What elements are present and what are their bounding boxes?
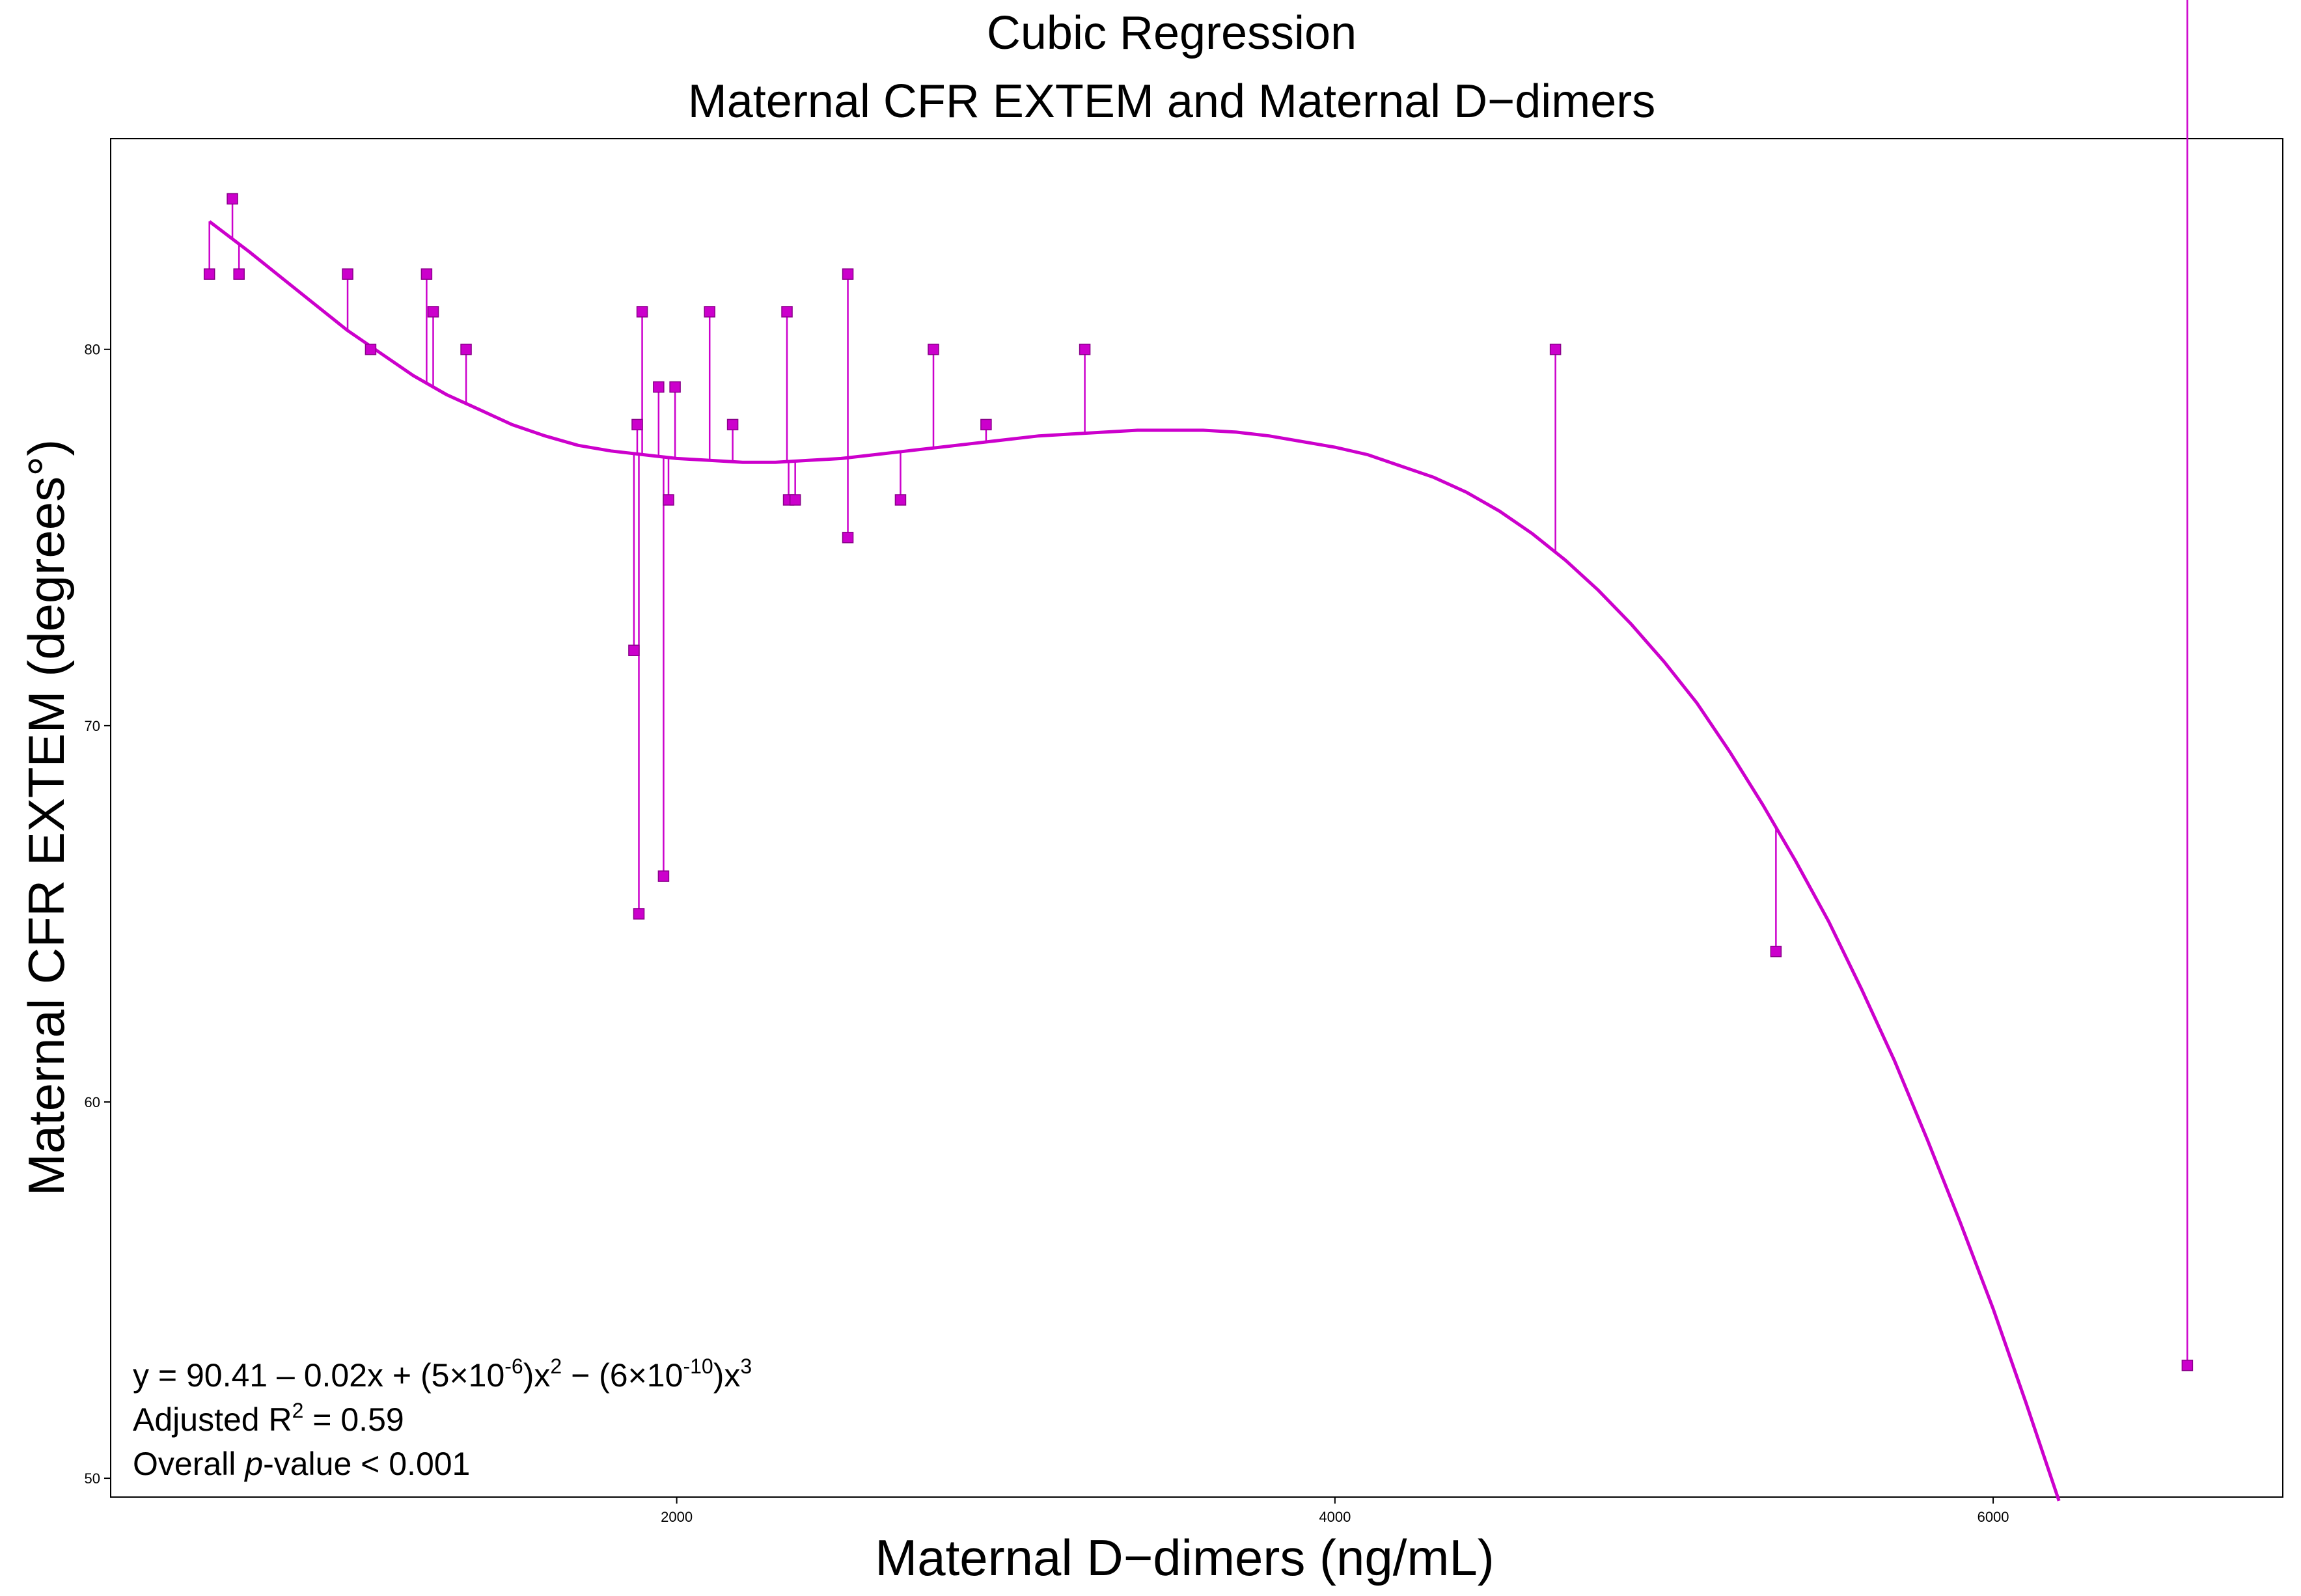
- data-point: [342, 268, 353, 280]
- equation-sup: 2: [550, 1355, 562, 1378]
- data-point: [2181, 1359, 2194, 1371]
- data-points: [203, 193, 2194, 1371]
- y-tick-label: 70: [85, 718, 100, 734]
- data-point: [427, 306, 439, 318]
- y-axis-ticks: 50 60 70 80: [85, 342, 111, 1487]
- data-point: [704, 306, 715, 318]
- data-point: [669, 381, 681, 393]
- data-point: [894, 494, 907, 506]
- data-point: [657, 870, 670, 882]
- x-tick-label: 2000: [661, 1509, 693, 1525]
- equation-sup: -10: [683, 1355, 713, 1378]
- y-axis-label: Maternal CFR EXTEM (degrees°): [18, 439, 75, 1196]
- data-point: [203, 268, 215, 280]
- chart-title-line1: Cubic Regression: [987, 7, 1357, 59]
- data-point: [636, 306, 648, 318]
- data-point: [781, 306, 793, 318]
- x-tick-label: 4000: [1319, 1509, 1351, 1525]
- equation-sup: 3: [740, 1355, 752, 1378]
- r2-suffix: = 0.59: [303, 1401, 404, 1438]
- r2-prefix: Adjusted R: [133, 1401, 292, 1438]
- r2-sup: 2: [292, 1399, 304, 1422]
- equation-part: y = 90.41 – 0.02x + (5×10: [133, 1357, 504, 1394]
- equation-part: − (6×10: [562, 1357, 683, 1394]
- data-point: [1079, 343, 1091, 355]
- data-point: [1770, 945, 1782, 957]
- x-tick-label: 6000: [1977, 1509, 2009, 1525]
- data-point: [663, 494, 674, 506]
- x-axis-label: Maternal D−dimers (ng/mL): [875, 1529, 1494, 1586]
- data-point: [842, 268, 854, 280]
- equation-part: )x: [523, 1357, 551, 1394]
- fit-curve: [208, 220, 2061, 1502]
- data-point: [631, 419, 643, 431]
- y-tick-label: 50: [85, 1470, 100, 1487]
- data-point: [980, 419, 992, 431]
- plot-frame: [110, 138, 2283, 1498]
- data-point: [789, 494, 801, 506]
- x-axis-ticks: 2000 4000 6000: [661, 1497, 2009, 1525]
- equation-text: y = 90.41 – 0.02x + (5×10-6)x2 − (6×10-1…: [133, 1355, 752, 1394]
- p-suffix: -value < 0.001: [263, 1446, 470, 1482]
- data-point: [842, 532, 854, 543]
- equation-sup: -6: [504, 1355, 523, 1378]
- data-point: [365, 343, 377, 355]
- r-squared-text: Adjusted R2 = 0.59: [133, 1399, 404, 1438]
- p-prefix: Overall: [133, 1446, 245, 1482]
- data-point: [633, 908, 645, 920]
- equation-part: )x: [713, 1357, 741, 1394]
- data-point: [233, 268, 245, 280]
- data-point: [420, 268, 433, 280]
- data-point: [928, 343, 939, 355]
- p-italic: p: [243, 1446, 263, 1482]
- data-point: [628, 644, 640, 656]
- y-tick-label: 60: [85, 1094, 100, 1110]
- residual-lines: [208, 0, 2188, 1366]
- p-value-text: Overall p-value < 0.001: [133, 1446, 470, 1482]
- data-point: [726, 419, 739, 431]
- regression-annotation: y = 90.41 – 0.02x + (5×10-6)x2 − (6×10-1…: [133, 1355, 752, 1482]
- data-point: [227, 193, 238, 205]
- y-tick-label: 80: [85, 342, 100, 358]
- data-point: [460, 343, 472, 355]
- data-point: [1549, 343, 1562, 355]
- data-point: [653, 381, 665, 393]
- chart-title-line2: Maternal CFR EXTEM and Maternal D−dimers: [688, 76, 1655, 128]
